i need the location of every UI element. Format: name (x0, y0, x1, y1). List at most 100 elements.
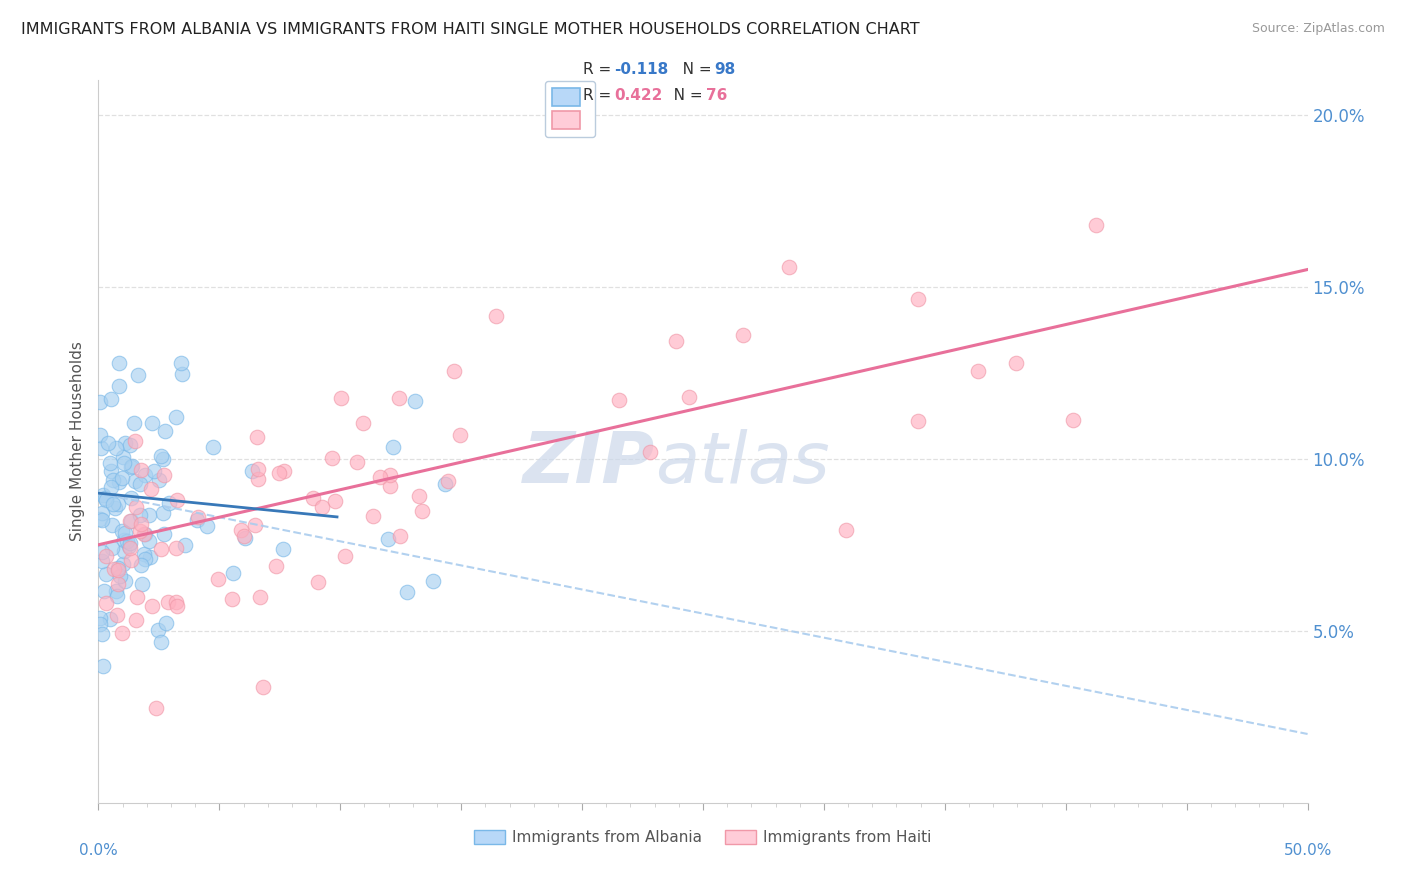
Point (353, 416, 375, 430)
Point (100, 480, 122, 494)
Point (101, 497, 124, 511)
Point (129, 463, 152, 477)
Point (187, 510, 209, 524)
Point (381, 440, 404, 454)
Point (166, 493, 188, 508)
Text: IMMIGRANTS FROM ALBANIA VS IMMIGRANTS FROM HAITI SINGLE MOTHER HOUSEHOLDS CORREL: IMMIGRANTS FROM ALBANIA VS IMMIGRANTS FR… (21, 22, 920, 37)
Point (89, 394, 111, 409)
Point (125, 500, 148, 515)
Point (153, 526, 176, 541)
Point (380, 479, 402, 493)
Point (112, 533, 135, 547)
Point (122, 416, 145, 430)
Text: 50.0%: 50.0% (1284, 843, 1331, 857)
Point (434, 476, 457, 491)
Point (346, 455, 368, 469)
Point (120, 491, 142, 505)
Point (907, 414, 929, 428)
Point (129, 524, 152, 538)
Point (222, 566, 245, 581)
Point (114, 526, 136, 541)
Point (195, 519, 218, 533)
Point (273, 464, 295, 478)
Point (94, 493, 117, 508)
Text: -0.118: -0.118 (614, 62, 669, 77)
Point (121, 458, 143, 473)
Point (301, 491, 323, 505)
Point (138, 508, 160, 523)
Point (485, 309, 508, 323)
Point (395, 585, 418, 599)
Point (333, 549, 356, 563)
Point (98, 456, 121, 470)
Point (368, 469, 391, 483)
Text: 98: 98 (714, 62, 735, 77)
Point (907, 292, 929, 306)
Point (330, 392, 353, 406)
Point (361, 509, 384, 524)
Point (111, 626, 134, 640)
Point (111, 524, 134, 538)
Point (323, 494, 346, 508)
Point (404, 393, 426, 408)
Point (108, 355, 131, 369)
Point (411, 504, 433, 518)
Point (246, 462, 269, 476)
Text: N =: N = (659, 88, 707, 103)
Point (607, 393, 630, 408)
Point (165, 595, 187, 609)
Point (94, 567, 117, 582)
Point (153, 467, 176, 482)
Point (120, 459, 142, 474)
Point (131, 576, 153, 591)
Point (134, 551, 156, 566)
Text: N =: N = (668, 62, 716, 77)
Point (91, 488, 114, 502)
Point (778, 260, 800, 275)
Point (90, 441, 112, 455)
Point (307, 574, 329, 589)
Text: Source: ZipAtlas.com: Source: ZipAtlas.com (1251, 22, 1385, 36)
Point (247, 472, 270, 486)
Text: 76: 76 (706, 88, 727, 103)
Point (377, 532, 399, 546)
Point (271, 541, 294, 556)
Point (110, 569, 132, 583)
Point (94, 549, 117, 564)
Point (149, 541, 172, 556)
Point (139, 549, 162, 564)
Point (101, 473, 124, 487)
Point (120, 514, 142, 528)
Point (152, 451, 174, 466)
Point (104, 500, 127, 515)
Point (233, 531, 256, 545)
Point (98, 612, 121, 626)
Text: 0.0%: 0.0% (79, 843, 118, 857)
Point (114, 574, 136, 588)
Point (142, 464, 165, 478)
Point (134, 468, 156, 483)
Point (731, 327, 754, 342)
Point (148, 473, 170, 487)
Text: atlas: atlas (655, 429, 830, 498)
Point (112, 544, 135, 558)
Text: R =: R = (583, 88, 617, 103)
Point (93, 584, 115, 599)
Point (141, 599, 163, 614)
Point (107, 561, 129, 575)
Text: ZIP: ZIP (523, 429, 655, 498)
Point (94, 596, 117, 610)
Point (127, 368, 149, 383)
Point (1062, 413, 1084, 427)
Point (107, 497, 129, 511)
Point (422, 574, 444, 588)
Point (221, 591, 243, 606)
Point (129, 558, 152, 573)
Point (129, 516, 152, 531)
Point (148, 623, 170, 637)
Point (104, 441, 127, 455)
Point (118, 514, 141, 528)
Point (125, 590, 148, 604)
Point (90, 627, 112, 641)
Point (207, 572, 229, 586)
